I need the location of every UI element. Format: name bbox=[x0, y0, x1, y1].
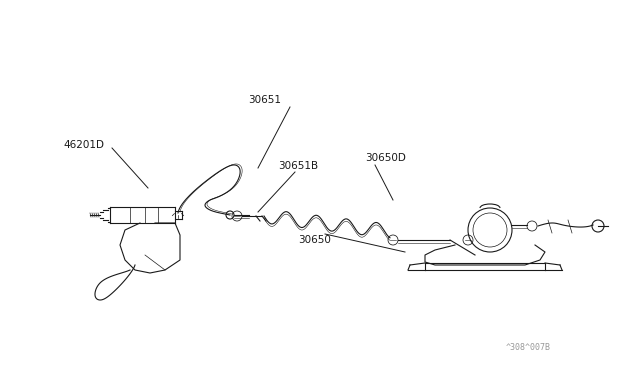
Text: 30650: 30650 bbox=[298, 235, 331, 245]
Text: 46201D: 46201D bbox=[63, 140, 104, 150]
Text: 30650D: 30650D bbox=[365, 153, 406, 163]
Text: 30651B: 30651B bbox=[278, 161, 318, 171]
Text: 30651: 30651 bbox=[248, 95, 281, 105]
Text: ^308^007B: ^308^007B bbox=[506, 343, 550, 352]
